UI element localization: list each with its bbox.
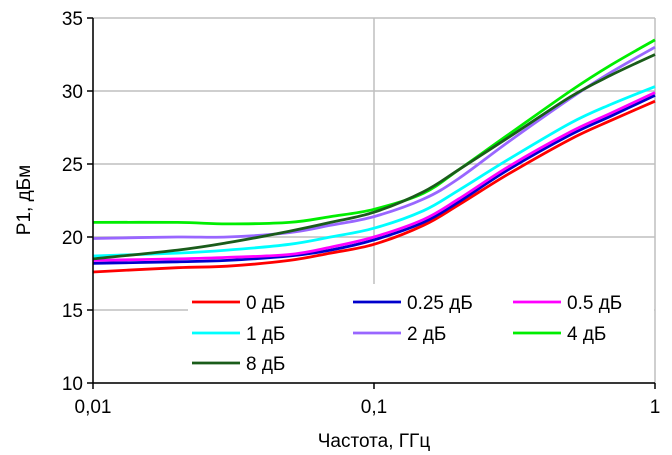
legend-label-3: 1 дБ <box>246 324 285 345</box>
y-tick-label: 20 <box>62 228 83 249</box>
axes: 10 15 20 25 30 35 0,01 0,1 1 <box>62 9 660 418</box>
plot-area <box>92 38 656 274</box>
legend-label-1: 0.25 дБ <box>407 293 473 314</box>
legend-label-2: 0.5 дБ <box>567 293 622 314</box>
series-line-1 <box>92 94 656 265</box>
x-tick-label: 0,1 <box>361 397 387 418</box>
series-line-3 <box>92 85 656 258</box>
series-line-6 <box>92 53 656 261</box>
y-tick-label: 25 <box>62 155 83 176</box>
legend-background <box>188 284 654 382</box>
legend-label-0: 0 дБ <box>246 293 285 314</box>
legend-label-4: 2 дБ <box>407 324 446 345</box>
x-tick-label: 0,01 <box>75 397 112 418</box>
y-tick-label: 10 <box>62 374 83 395</box>
series-line-0 <box>92 99 656 274</box>
y-tick-label: 15 <box>62 301 83 322</box>
y-tick-label: 35 <box>62 9 83 30</box>
series-line-2 <box>92 91 656 262</box>
legend: 0 дБ 0.25 дБ 0.5 дБ 1 дБ 2 дБ 4 дБ 8 дБ <box>188 284 654 382</box>
y-tick-label: 30 <box>62 82 83 103</box>
x-axis-title: Частота, ГГц <box>318 431 431 452</box>
legend-label-5: 4 дБ <box>567 324 606 345</box>
x-tick-label: 1 <box>650 397 661 418</box>
legend-label-6: 8 дБ <box>246 354 285 375</box>
y-axis-title: P1, дБм <box>14 165 35 235</box>
